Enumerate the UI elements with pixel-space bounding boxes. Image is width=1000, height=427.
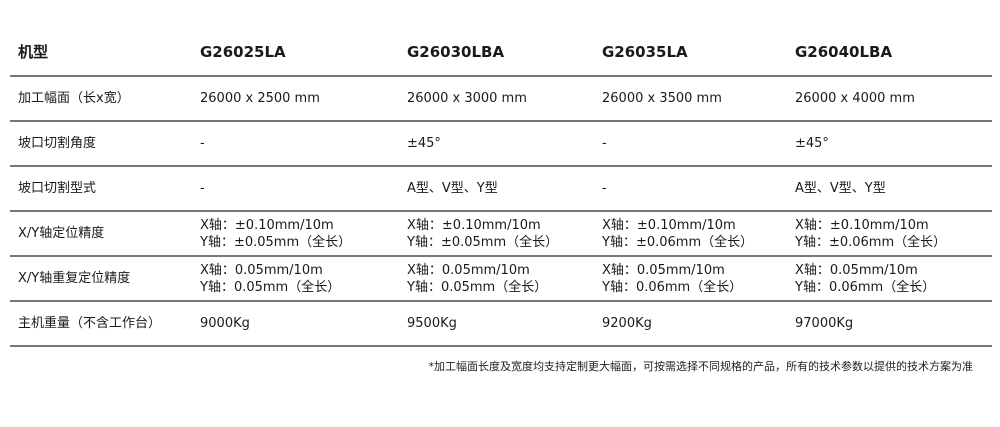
cell-line: Y轴：0.05mm（全长）: [407, 279, 548, 295]
cell-line: X轴：0.05mm/10m: [795, 262, 918, 278]
table-cell: -: [200, 122, 205, 165]
cell-line: Y轴：±0.05mm（全长）: [407, 234, 559, 250]
cell-line: 9000Kg: [200, 316, 250, 331]
cell-line: X轴：±0.10mm/10m: [795, 217, 929, 233]
cell-line: X轴：0.05mm/10m: [407, 262, 530, 278]
cell-line: X轴：±0.10mm/10m: [407, 217, 541, 233]
cell-line: 26000 x 2500 mm: [200, 91, 320, 106]
table-cell: ±45°: [407, 122, 441, 165]
cell-line: 26000 x 3500 mm: [602, 91, 722, 106]
table-cell: -: [200, 167, 205, 210]
header-cell: G26035LA: [602, 43, 688, 61]
table-row: 坡口切割型式 - A型、V型、Y型 - A型、V型、Y型: [10, 167, 992, 212]
table-cell: X轴：0.05mm/10m Y轴：0.05mm（全长）: [200, 257, 340, 300]
table-cell: X轴：±0.10mm/10m Y轴：±0.05mm（全长）: [200, 212, 351, 255]
cell-line: 26000 x 4000 mm: [795, 91, 915, 106]
header-cell: 机型: [18, 43, 49, 61]
cell-line: Y轴：0.06mm（全长）: [795, 279, 936, 295]
header-cell: G26030LBA: [407, 43, 505, 61]
cell-line: X轴：±0.10mm/10m: [602, 217, 736, 233]
table-cell: 9200Kg: [602, 302, 652, 345]
table-cell: ±45°: [795, 122, 829, 165]
cell-line: A型、V型、Y型: [795, 181, 886, 196]
cell-line: A型、V型、Y型: [407, 181, 498, 196]
cell-line: Y轴：0.06mm（全长）: [602, 279, 743, 295]
cell-line: X轴：0.05mm/10m: [200, 262, 323, 278]
footnote: *加工幅面长度及宽度均支持定制更大幅面，可按需选择不同规格的产品，所有的技术参数…: [428, 360, 974, 373]
spec-table: 机型 G26025LA G26030LBA G26035LA G26040LBA…: [10, 30, 992, 347]
table-cell: -: [602, 167, 607, 210]
table-row: 坡口切割角度 - ±45° - ±45°: [10, 122, 992, 167]
table-cell: X轴：0.05mm/10m Y轴：0.06mm（全长）: [602, 257, 742, 300]
cell-line: ±45°: [407, 136, 441, 151]
cell-line: 9200Kg: [602, 316, 652, 331]
table-cell: 26000 x 3500 mm: [602, 77, 722, 120]
cell-line: 9500Kg: [407, 316, 457, 331]
table-row: X/Y轴定位精度 X轴：±0.10mm/10m Y轴：±0.05mm（全长） X轴：±…: [10, 212, 992, 257]
table-cell: X轴：±0.10mm/10m Y轴：±0.06mm（全长）: [602, 212, 753, 255]
table-cell: 26000 x 3000 mm: [407, 77, 527, 120]
cell-line: -: [200, 136, 205, 151]
cell-line: X轴：0.05mm/10m: [602, 262, 725, 278]
table-cell: A型、V型、Y型: [795, 167, 886, 210]
row-label: 坡口切割型式: [18, 181, 97, 196]
table-cell: 97000Kg: [795, 302, 853, 345]
table-row: 加工幅面（长x宽） 26000 x 2500 mm 26000 x 3000 mm 2…: [10, 77, 992, 122]
cell-line: -: [602, 136, 607, 151]
table-cell: 26000 x 4000 mm: [795, 77, 915, 120]
table-cell: A型、V型、Y型: [407, 167, 498, 210]
table-cell: X轴：0.05mm/10m Y轴：0.06mm（全长）: [795, 257, 935, 300]
cell-line: X轴：±0.10mm/10m: [200, 217, 334, 233]
table-cell: 9000Kg: [200, 302, 250, 345]
table-cell: X轴：±0.10mm/10m Y轴：±0.06mm（全长）: [795, 212, 946, 255]
row-label: 主机重量（不含工作台）: [18, 316, 162, 331]
cell-line: Y轴：±0.06mm（全长）: [602, 234, 754, 250]
table-header-row: 机型 G26025LA G26030LBA G26035LA G26040LBA: [10, 30, 992, 77]
row-label: 坡口切割角度: [18, 136, 97, 151]
table-cell: 26000 x 2500 mm: [200, 77, 320, 120]
table-cell: X轴：±0.10mm/10m Y轴：±0.05mm（全长）: [407, 212, 558, 255]
cell-line: ±45°: [795, 136, 829, 151]
row-label: X/Y轴定位精度: [18, 226, 105, 241]
table-cell: 9500Kg: [407, 302, 457, 345]
table-cell: X轴：0.05mm/10m Y轴：0.05mm（全长）: [407, 257, 547, 300]
row-label: 加工幅面（长x宽）: [18, 91, 130, 106]
table-row: 主机重量（不含工作台） 9000Kg 9500Kg 9200Kg 97000Kg: [10, 302, 992, 347]
cell-line: Y轴：0.05mm（全长）: [200, 279, 341, 295]
cell-line: Y轴：±0.06mm（全长）: [795, 234, 947, 250]
cell-line: -: [200, 181, 205, 196]
row-label: X/Y轴重复定位精度: [18, 271, 131, 286]
cell-line: -: [602, 181, 607, 196]
cell-line: 97000Kg: [795, 316, 854, 331]
table-cell: -: [602, 122, 607, 165]
header-cell: G26025LA: [200, 43, 286, 61]
header-cell: G26040LBA: [795, 43, 893, 61]
cell-line: Y轴：±0.05mm（全长）: [200, 234, 352, 250]
cell-line: 26000 x 3000 mm: [407, 91, 527, 106]
table-row: X/Y轴重复定位精度 X轴：0.05mm/10m Y轴：0.05mm（全长） X轴：0…: [10, 257, 992, 302]
